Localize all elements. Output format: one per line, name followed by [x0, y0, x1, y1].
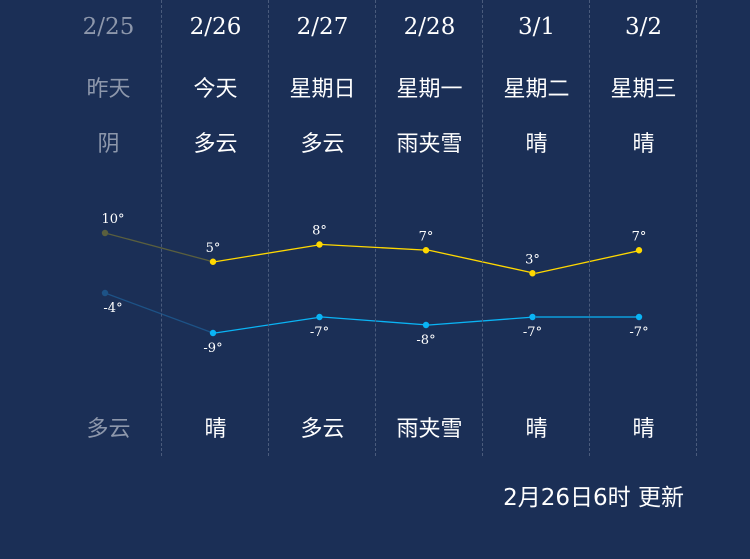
date: 3/1 [517, 14, 555, 40]
temp-label: 3° [525, 252, 540, 267]
series-0-point [101, 229, 109, 237]
column-divider [375, 0, 376, 456]
temp-label: -8° [416, 333, 435, 348]
series-1-point [422, 321, 430, 329]
series-0-segment [535, 249, 642, 274]
update-time: 2月26日6时 更新 [503, 485, 684, 511]
temp-label: 7° [632, 229, 647, 244]
night-weather: 多云 [300, 417, 345, 442]
temp-label: -7° [523, 325, 542, 340]
night-weather: 晴 [525, 417, 548, 442]
date: 2/26 [189, 14, 242, 40]
series-1-segment [104, 292, 214, 334]
series-0-point [209, 258, 217, 265]
date: 3/2 [624, 14, 662, 40]
temp-label: -9° [203, 341, 222, 356]
series-0-segment [428, 249, 535, 274]
weekday: 星期日 [289, 77, 356, 102]
temp-label: 8° [312, 224, 327, 239]
series-1-point [529, 313, 536, 321]
day-weather: 多云 [193, 132, 238, 157]
temp-label: -4° [103, 301, 122, 316]
column-divider [268, 0, 269, 456]
day-weather: 阴 [97, 132, 120, 157]
series-1-point [101, 289, 109, 297]
series-1-point [316, 313, 323, 321]
temp-label: 7° [419, 229, 434, 244]
series-1-point [209, 329, 217, 337]
series-0-segment [104, 232, 214, 263]
date: 2/28 [403, 14, 456, 40]
day-weather: 晴 [632, 132, 655, 157]
column-divider [696, 0, 697, 456]
day-weather: 雨夹雪 [396, 132, 463, 157]
column-divider [589, 0, 590, 456]
column-divider [482, 0, 483, 456]
temp-label: 5° [206, 241, 221, 256]
temp-label: 10° [101, 212, 124, 227]
series-0-point [529, 270, 536, 277]
date: 2/25 [82, 14, 135, 40]
series-1-point [635, 313, 643, 321]
night-weather: 雨夹雪 [396, 417, 463, 442]
series-1-segment [428, 316, 535, 326]
series-0-point [422, 247, 430, 254]
series-0-point [635, 247, 643, 254]
weekday: 星期二 [503, 77, 570, 102]
series-0-point [316, 241, 323, 248]
weekday: 今天 [193, 77, 238, 102]
temp-label: -7° [310, 325, 329, 340]
weekday: 星期三 [610, 77, 677, 102]
weekday: 星期一 [396, 77, 463, 102]
weekday: 昨天 [86, 77, 131, 102]
day-weather: 晴 [525, 132, 548, 157]
night-weather: 多云 [86, 417, 131, 442]
day-weather: 多云 [300, 132, 345, 157]
night-weather: 晴 [204, 417, 227, 442]
column-divider [161, 0, 162, 456]
night-weather: 晴 [632, 417, 655, 442]
date: 2/27 [296, 14, 349, 40]
temp-label: -7° [629, 325, 648, 340]
